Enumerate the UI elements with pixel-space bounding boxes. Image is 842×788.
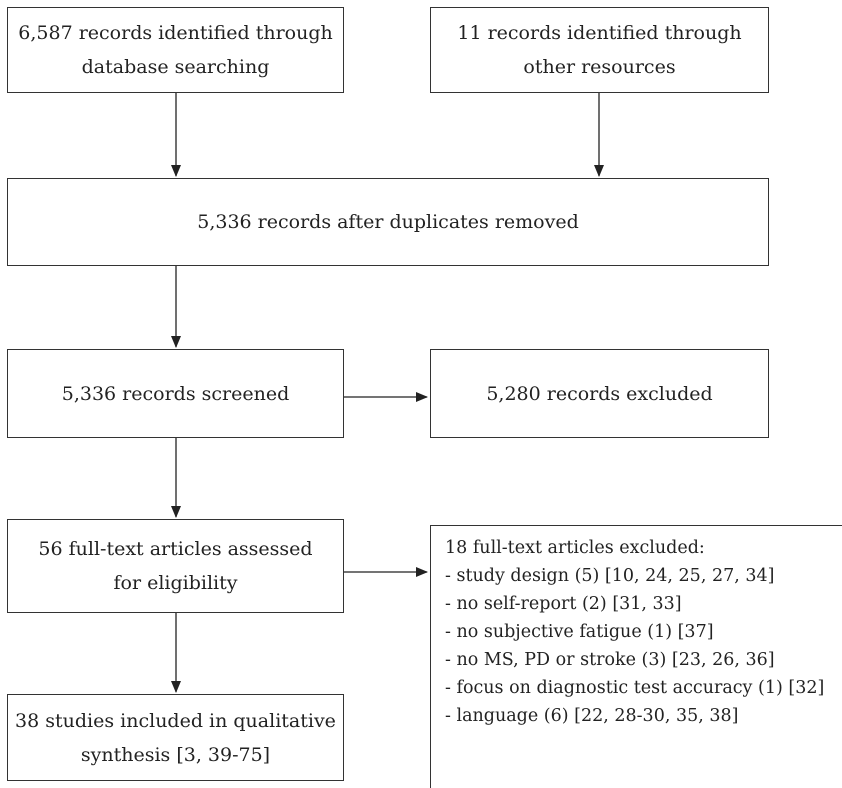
box-text-line: 6,587 records identified through bbox=[18, 22, 333, 44]
excluded-title: 18 full-text articles excluded: bbox=[445, 538, 705, 558]
box-text-line: for eligibility bbox=[113, 572, 238, 594]
box-text-line: 56 full-text articles assessed bbox=[38, 538, 313, 560]
box-text-line: 11 records identified through bbox=[457, 22, 742, 44]
box-text-line: 38 studies included in qualitative bbox=[15, 709, 336, 732]
excluded-reason: - study design (5) [10, 24, 25, 27, 34] bbox=[445, 566, 775, 586]
box-text-line: 5,336 records screened bbox=[61, 382, 290, 405]
box-other-records: 11 records identified through other reso… bbox=[430, 7, 769, 93]
box-text-line: 5,336 records after duplicates removed bbox=[197, 211, 579, 233]
box-after-duplicates: 5,336 records after duplicates removed bbox=[7, 178, 769, 266]
box-studies-included: 38 studies included in qualitative synth… bbox=[7, 694, 344, 781]
box-text-line: other resources bbox=[523, 56, 676, 78]
box-text-line: 5,280 records excluded bbox=[486, 382, 713, 405]
box-fulltext-excluded: 18 full-text articles excluded: - study … bbox=[430, 525, 842, 788]
box-records-screened: 5,336 records screened bbox=[7, 349, 344, 438]
box-text-line: database searching bbox=[81, 56, 270, 78]
box-records-excluded: 5,280 records excluded bbox=[430, 349, 769, 438]
excluded-reason: - no self-report (2) [31, 33] bbox=[445, 594, 682, 614]
excluded-reason: - focus on diagnostic test accuracy (1) … bbox=[445, 678, 825, 698]
box-text-line: synthesis [3, 39-75] bbox=[80, 743, 271, 766]
excluded-reason: - language (6) [22, 28-30, 35, 38] bbox=[445, 706, 739, 726]
box-database-records: 6,587 records identified through databas… bbox=[7, 7, 344, 93]
box-fulltext-assessed: 56 full-text articles assessed for eligi… bbox=[7, 519, 344, 613]
excluded-reason: - no subjective fatigue (1) [37] bbox=[445, 622, 714, 642]
excluded-reason: - no MS, PD or stroke (3) [23, 26, 36] bbox=[445, 650, 775, 670]
